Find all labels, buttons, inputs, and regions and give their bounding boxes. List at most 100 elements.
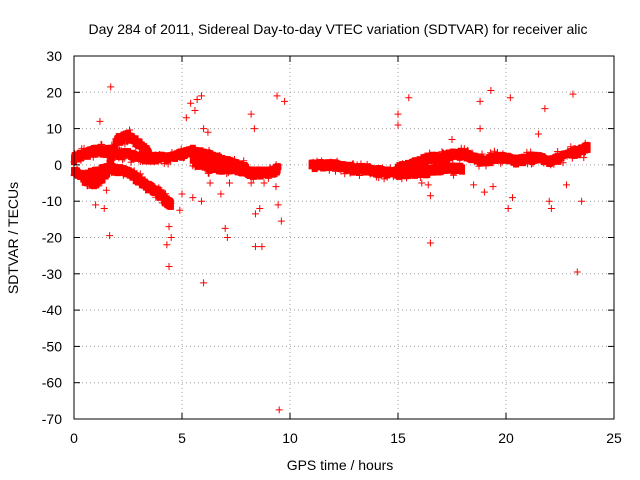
outlier-point xyxy=(182,114,190,122)
outlier-point xyxy=(281,97,289,105)
outlier-point xyxy=(217,190,225,198)
outlier-point xyxy=(251,243,259,251)
outlier-point xyxy=(426,239,434,247)
x-tick-label: 5 xyxy=(178,430,186,446)
outlier-point xyxy=(264,172,272,180)
y-tick-label: -10 xyxy=(42,193,62,209)
outlier-point xyxy=(541,105,549,113)
x-axis-title: GPS time / hours xyxy=(287,457,394,473)
y-tick-label: -20 xyxy=(42,230,62,246)
outlier-point xyxy=(580,154,588,162)
track-b-point xyxy=(167,199,175,207)
x-tick-label: 0 xyxy=(70,430,78,446)
x-tick-label: 20 xyxy=(498,430,514,446)
outlier-point xyxy=(163,241,171,249)
outlier-point xyxy=(274,201,282,209)
outlier-point xyxy=(193,96,201,104)
outlier-point xyxy=(394,110,402,118)
outlier-point xyxy=(191,106,199,114)
outlier-point xyxy=(489,183,497,191)
y-tick-label: -50 xyxy=(42,338,62,354)
track-c-point xyxy=(126,126,134,134)
outlier-point xyxy=(272,183,280,191)
outlier-point xyxy=(197,197,205,205)
outlier-point xyxy=(200,125,208,133)
outlier-point xyxy=(470,181,478,189)
outlier-point xyxy=(197,92,205,100)
track-f-point xyxy=(478,150,486,158)
outlier-point xyxy=(569,90,577,98)
outlier-point xyxy=(476,97,484,105)
outlier-point xyxy=(96,117,104,125)
outlier-point xyxy=(100,204,108,212)
outlier-point xyxy=(418,179,426,187)
outlier-point xyxy=(102,186,110,194)
outlier-point xyxy=(178,190,186,198)
track-e-point xyxy=(459,164,466,175)
outlier-point xyxy=(504,204,512,212)
outlier-point xyxy=(167,234,175,241)
outlier-point xyxy=(258,243,266,251)
outlier-point xyxy=(249,175,257,183)
y-tick-label: 10 xyxy=(46,121,62,137)
outlier-point xyxy=(251,210,259,218)
track-c-point xyxy=(145,149,152,158)
outlier-point xyxy=(534,130,542,138)
track-b-point xyxy=(136,170,144,178)
outlier-point xyxy=(176,206,184,214)
outlier-point xyxy=(547,204,555,212)
outlier-point xyxy=(480,188,488,196)
y-tick-label: 30 xyxy=(46,48,62,64)
outlier-point xyxy=(277,217,285,225)
outlier-point xyxy=(165,223,173,231)
outlier-point xyxy=(426,192,434,200)
outlier-point xyxy=(221,224,229,232)
outlier-point xyxy=(573,268,581,276)
track-e-point xyxy=(380,175,388,183)
outlier-point xyxy=(545,197,553,205)
y-axis-title: SDTVAR / TECUs xyxy=(5,182,21,294)
outlier-point xyxy=(405,94,413,102)
outlier-point xyxy=(200,279,208,287)
outlier-point xyxy=(206,179,214,187)
outlier-point xyxy=(562,181,570,189)
outlier-point xyxy=(92,201,100,209)
x-tick-label: 10 xyxy=(282,430,298,446)
outlier-point xyxy=(508,194,516,202)
x-tick-label: 15 xyxy=(390,430,406,446)
track-f-point xyxy=(584,142,591,153)
y-tick-label: 0 xyxy=(54,157,62,173)
outlier-point xyxy=(247,179,255,187)
outlier-point xyxy=(250,125,258,133)
tick-layer: 0 5 10 15 20 25 -70 -60 -50 -40 -30 -20 -10 0 10 20 30 xyxy=(42,48,622,446)
y-tick-label: -40 xyxy=(42,302,62,318)
chart-title: Day 284 of 2011, Sidereal Day-to-day VTE… xyxy=(88,21,587,37)
outlier-point xyxy=(275,406,283,414)
outlier-point xyxy=(424,181,432,189)
track-f-point xyxy=(559,159,567,167)
outlier-point xyxy=(448,135,456,143)
outlier-point xyxy=(487,86,495,94)
outlier-point xyxy=(165,263,173,271)
outlier-point xyxy=(247,110,255,118)
track-a-point xyxy=(119,156,127,164)
y-tick-label: -30 xyxy=(42,266,62,282)
track-d-point xyxy=(236,161,244,169)
outlier-point xyxy=(260,179,268,187)
outlier-point xyxy=(189,194,197,202)
outlier-point xyxy=(107,83,115,91)
y-tick-label: 20 xyxy=(46,84,62,100)
outlier-point xyxy=(187,99,195,107)
grid-layer xyxy=(74,56,614,419)
y-tick-label: -70 xyxy=(42,411,62,427)
outlier-point xyxy=(256,204,264,212)
x-tick-label: 25 xyxy=(606,430,622,446)
outlier-point xyxy=(394,121,402,129)
y-tick-label: -60 xyxy=(42,375,62,391)
outlier-point xyxy=(223,234,231,241)
outlier-point xyxy=(567,143,575,151)
outlier-point xyxy=(204,128,212,136)
data-layer xyxy=(70,83,591,414)
outlier-point xyxy=(476,125,484,133)
